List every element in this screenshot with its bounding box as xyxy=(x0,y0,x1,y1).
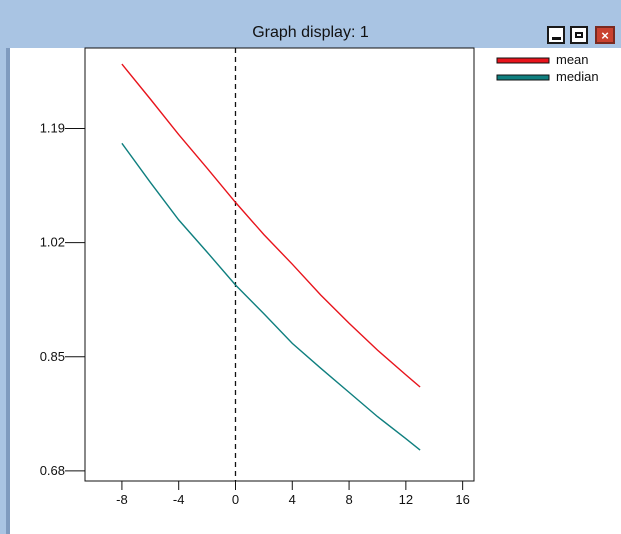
y-tick-label: 1.19 xyxy=(40,121,65,136)
x-tick-label: 12 xyxy=(399,492,413,507)
x-tick-label: 16 xyxy=(455,492,469,507)
y-tick-label: 0.85 xyxy=(40,349,65,364)
legend-swatch-median xyxy=(496,74,550,81)
legend-swatch-mean xyxy=(496,57,550,64)
y-tick-label: 0.68 xyxy=(40,463,65,478)
close-icon: × xyxy=(601,27,609,43)
plot-frame xyxy=(84,47,475,482)
series-line-mean xyxy=(121,63,421,388)
x-tick-label: 8 xyxy=(345,492,352,507)
x-tick-label: -4 xyxy=(173,492,185,507)
maximize-icon xyxy=(575,32,583,38)
title-bar[interactable]: Graph display: 1 × xyxy=(0,0,621,48)
close-button[interactable]: × xyxy=(595,26,615,44)
legend-label-median: median xyxy=(556,69,599,84)
y-tick-label: 1.02 xyxy=(40,235,65,250)
maximize-button[interactable] xyxy=(570,26,588,44)
window-left-border xyxy=(0,48,10,534)
x-tick-label: 4 xyxy=(289,492,296,507)
x-tick-label: 0 xyxy=(232,492,239,507)
x-tick-label: -8 xyxy=(116,492,128,507)
minimize-button[interactable] xyxy=(547,26,565,44)
graph-area xyxy=(10,48,621,534)
minimize-icon xyxy=(551,36,561,40)
series-line-median xyxy=(121,142,421,451)
window-title: Graph display: 1 xyxy=(252,24,369,41)
legend-label-mean: mean xyxy=(556,52,589,67)
